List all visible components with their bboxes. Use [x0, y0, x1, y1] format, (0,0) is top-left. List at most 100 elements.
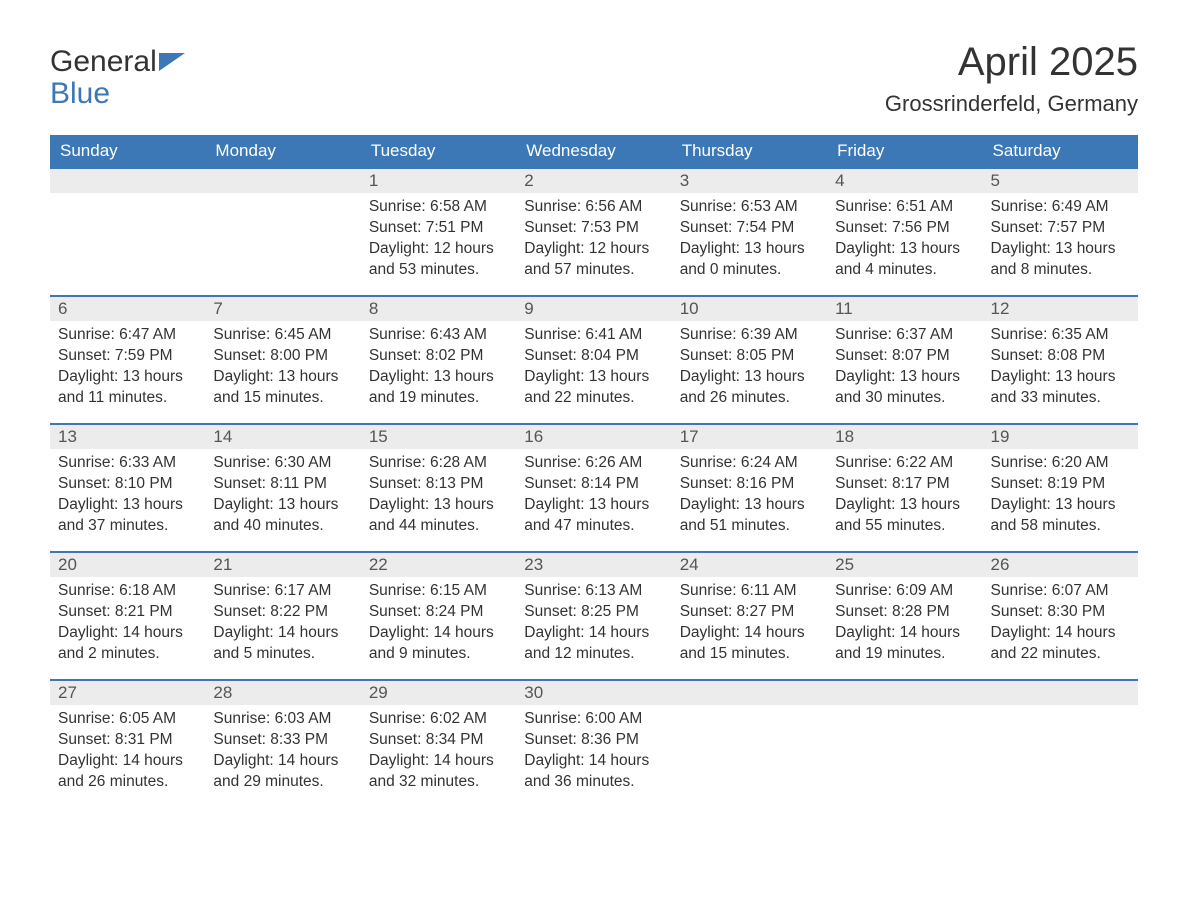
calendar-cell: 3Sunrise: 6:53 AMSunset: 7:54 PMDaylight… [672, 168, 827, 296]
sunset-line: Sunset: 8:19 PM [991, 474, 1130, 495]
day-number: 27 [50, 681, 205, 705]
sunrise-line: Sunrise: 6:56 AM [524, 197, 663, 218]
day-number: 14 [205, 425, 360, 449]
daylight-line: Daylight: 14 hours and 29 minutes. [213, 751, 352, 793]
daylight-line: Daylight: 14 hours and 36 minutes. [524, 751, 663, 793]
sunrise-line: Sunrise: 6:09 AM [835, 581, 974, 602]
day-header: Saturday [983, 135, 1138, 168]
calendar-cell: 19Sunrise: 6:20 AMSunset: 8:19 PMDayligh… [983, 424, 1138, 552]
sunrise-line: Sunrise: 6:02 AM [369, 709, 508, 730]
calendar-cell: 2Sunrise: 6:56 AMSunset: 7:53 PMDaylight… [516, 168, 671, 296]
day-number: 7 [205, 297, 360, 321]
daylight-line: Daylight: 13 hours and 15 minutes. [213, 367, 352, 409]
calendar-cell: 6Sunrise: 6:47 AMSunset: 7:59 PMDaylight… [50, 296, 205, 424]
day-header: Wednesday [516, 135, 671, 168]
sunset-line: Sunset: 8:25 PM [524, 602, 663, 623]
calendar-cell: 1Sunrise: 6:58 AMSunset: 7:51 PMDaylight… [361, 168, 516, 296]
day-number: 20 [50, 553, 205, 577]
sunrise-line: Sunrise: 6:07 AM [991, 581, 1130, 602]
calendar-cell: 12Sunrise: 6:35 AMSunset: 8:08 PMDayligh… [983, 296, 1138, 424]
sunset-line: Sunset: 8:27 PM [680, 602, 819, 623]
sunset-line: Sunset: 8:04 PM [524, 346, 663, 367]
sunset-line: Sunset: 8:34 PM [369, 730, 508, 751]
sunrise-line: Sunrise: 6:47 AM [58, 325, 197, 346]
calendar-cell: 29 Sunrise: 6:02 AMSunset: 8:34 PMDayligh… [361, 680, 516, 808]
day-number: 3 [672, 169, 827, 193]
day-body: Sunrise: 6:43 AMSunset: 8:02 PMDaylight:… [361, 321, 516, 417]
sunset-line: Sunset: 8:30 PM [991, 602, 1130, 623]
day-number: 23 [516, 553, 671, 577]
calendar-cell: 28Sunrise: 6:03 AMSunset: 8:33 PMDayligh… [205, 680, 360, 808]
day-body: Sunrise: 6:49 AMSunset: 7:57 PMDaylight:… [983, 193, 1138, 289]
location: Grossrinderfeld, Germany [885, 91, 1138, 117]
sunrise-line: Sunrise: 6:17 AM [213, 581, 352, 602]
sunset-line: Sunset: 8:28 PM [835, 602, 974, 623]
sunset-line: Sunset: 8:24 PM [369, 602, 508, 623]
sunrise-line: Sunrise: 6:45 AM [213, 325, 352, 346]
day-body: Sunrise: 6:28 AMSunset: 8:13 PMDaylight:… [361, 449, 516, 545]
day-number: 17 [672, 425, 827, 449]
daylight-line: Daylight: 13 hours and 30 minutes. [835, 367, 974, 409]
sunrise-line: Sunrise: 6:39 AM [680, 325, 819, 346]
sunrise-line: Sunrise: 6:58 AM [369, 197, 508, 218]
daylight-line: Daylight: 13 hours and 22 minutes. [524, 367, 663, 409]
calendar-cell: 16Sunrise: 6:26 AMSunset: 8:14 PMDayligh… [516, 424, 671, 552]
day-body: Sunrise: 6:53 AMSunset: 7:54 PMDaylight:… [672, 193, 827, 289]
sunset-line: Sunset: 8:05 PM [680, 346, 819, 367]
sunrise-line: Sunrise: 6:15 AM [369, 581, 508, 602]
sunset-line: Sunset: 8:00 PM [213, 346, 352, 367]
day-number: 18 [827, 425, 982, 449]
day-number: 4 [827, 169, 982, 193]
daylight-line: Daylight: 14 hours and 15 minutes. [680, 623, 819, 665]
sunrise-line: Sunrise: 6:43 AM [369, 325, 508, 346]
sunrise-line: Sunrise: 6:11 AM [680, 581, 819, 602]
daylight-line: Daylight: 14 hours and 19 minutes. [835, 623, 974, 665]
day-body: Sunrise: 6:05 AMSunset: 8:31 PMDaylight:… [50, 705, 205, 801]
sunset-line: Sunset: 8:08 PM [991, 346, 1130, 367]
day-body: Sunrise: 6:00 AMSunset: 8:36 PMDaylight:… [516, 705, 671, 801]
day-number: 21 [205, 553, 360, 577]
brand-word-1: General [50, 45, 157, 78]
daylight-line: Daylight: 13 hours and 26 minutes. [680, 367, 819, 409]
daylight-line: Daylight: 13 hours and 19 minutes. [369, 367, 508, 409]
day-number: 5 [983, 169, 1138, 193]
day-body: Sunrise: 6:33 AMSunset: 8:10 PMDaylight:… [50, 449, 205, 545]
day-number: 29 [361, 681, 516, 705]
sunset-line: Sunset: 7:56 PM [835, 218, 974, 239]
day-number: 10 [672, 297, 827, 321]
sunrise-line: Sunrise: 6:49 AM [991, 197, 1130, 218]
calendar-cell: 22Sunrise: 6:15 AMSunset: 8:24 PMDayligh… [361, 552, 516, 680]
sunrise-line: Sunrise: 6:00 AM [524, 709, 663, 730]
day-number: 25 [827, 553, 982, 577]
calendar-cell: 24 Sunrise: 6:11 AMSunset: 8:27 PMDayligh… [672, 552, 827, 680]
sunset-line: Sunset: 8:02 PM [369, 346, 508, 367]
brand-flag-icon [159, 46, 185, 78]
sunset-line: Sunset: 8:14 PM [524, 474, 663, 495]
day-number: 12 [983, 297, 1138, 321]
day-number [672, 681, 827, 705]
day-body: Sunrise: 6:15 AMSunset: 8:24 PMDaylight:… [361, 577, 516, 673]
daylight-line: Daylight: 14 hours and 32 minutes. [369, 751, 508, 793]
day-number: 15 [361, 425, 516, 449]
calendar-cell: 9 Sunrise: 6:41 AMSunset: 8:04 PMDaylight… [516, 296, 671, 424]
calendar-week: 20Sunrise: 6:18 AMSunset: 8:21 PMDayligh… [50, 552, 1138, 680]
day-number: 11 [827, 297, 982, 321]
day-header: Tuesday [361, 135, 516, 168]
sunrise-line: Sunrise: 6:51 AM [835, 197, 974, 218]
calendar-cell: 7 Sunrise: 6:45 AMSunset: 8:00 PMDaylight… [205, 296, 360, 424]
sunrise-line: Sunrise: 6:41 AM [524, 325, 663, 346]
daylight-line: Daylight: 13 hours and 37 minutes. [58, 495, 197, 537]
day-header: Monday [205, 135, 360, 168]
daylight-line: Daylight: 13 hours and 58 minutes. [991, 495, 1130, 537]
day-number: 13 [50, 425, 205, 449]
daylight-line: Daylight: 13 hours and 44 minutes. [369, 495, 508, 537]
calendar-cell: 15Sunrise: 6:28 AMSunset: 8:13 PMDayligh… [361, 424, 516, 552]
daylight-line: Daylight: 13 hours and 8 minutes. [991, 239, 1130, 281]
header: General Blue April 2025 Grossrinderfeld,… [50, 40, 1138, 117]
day-number: 9 [516, 297, 671, 321]
sunrise-line: Sunrise: 6:33 AM [58, 453, 197, 474]
calendar-cell [50, 168, 205, 296]
day-body: Sunrise: 6:47 AMSunset: 7:59 PMDaylight:… [50, 321, 205, 417]
sunrise-line: Sunrise: 6:37 AM [835, 325, 974, 346]
day-number: 24 [672, 553, 827, 577]
